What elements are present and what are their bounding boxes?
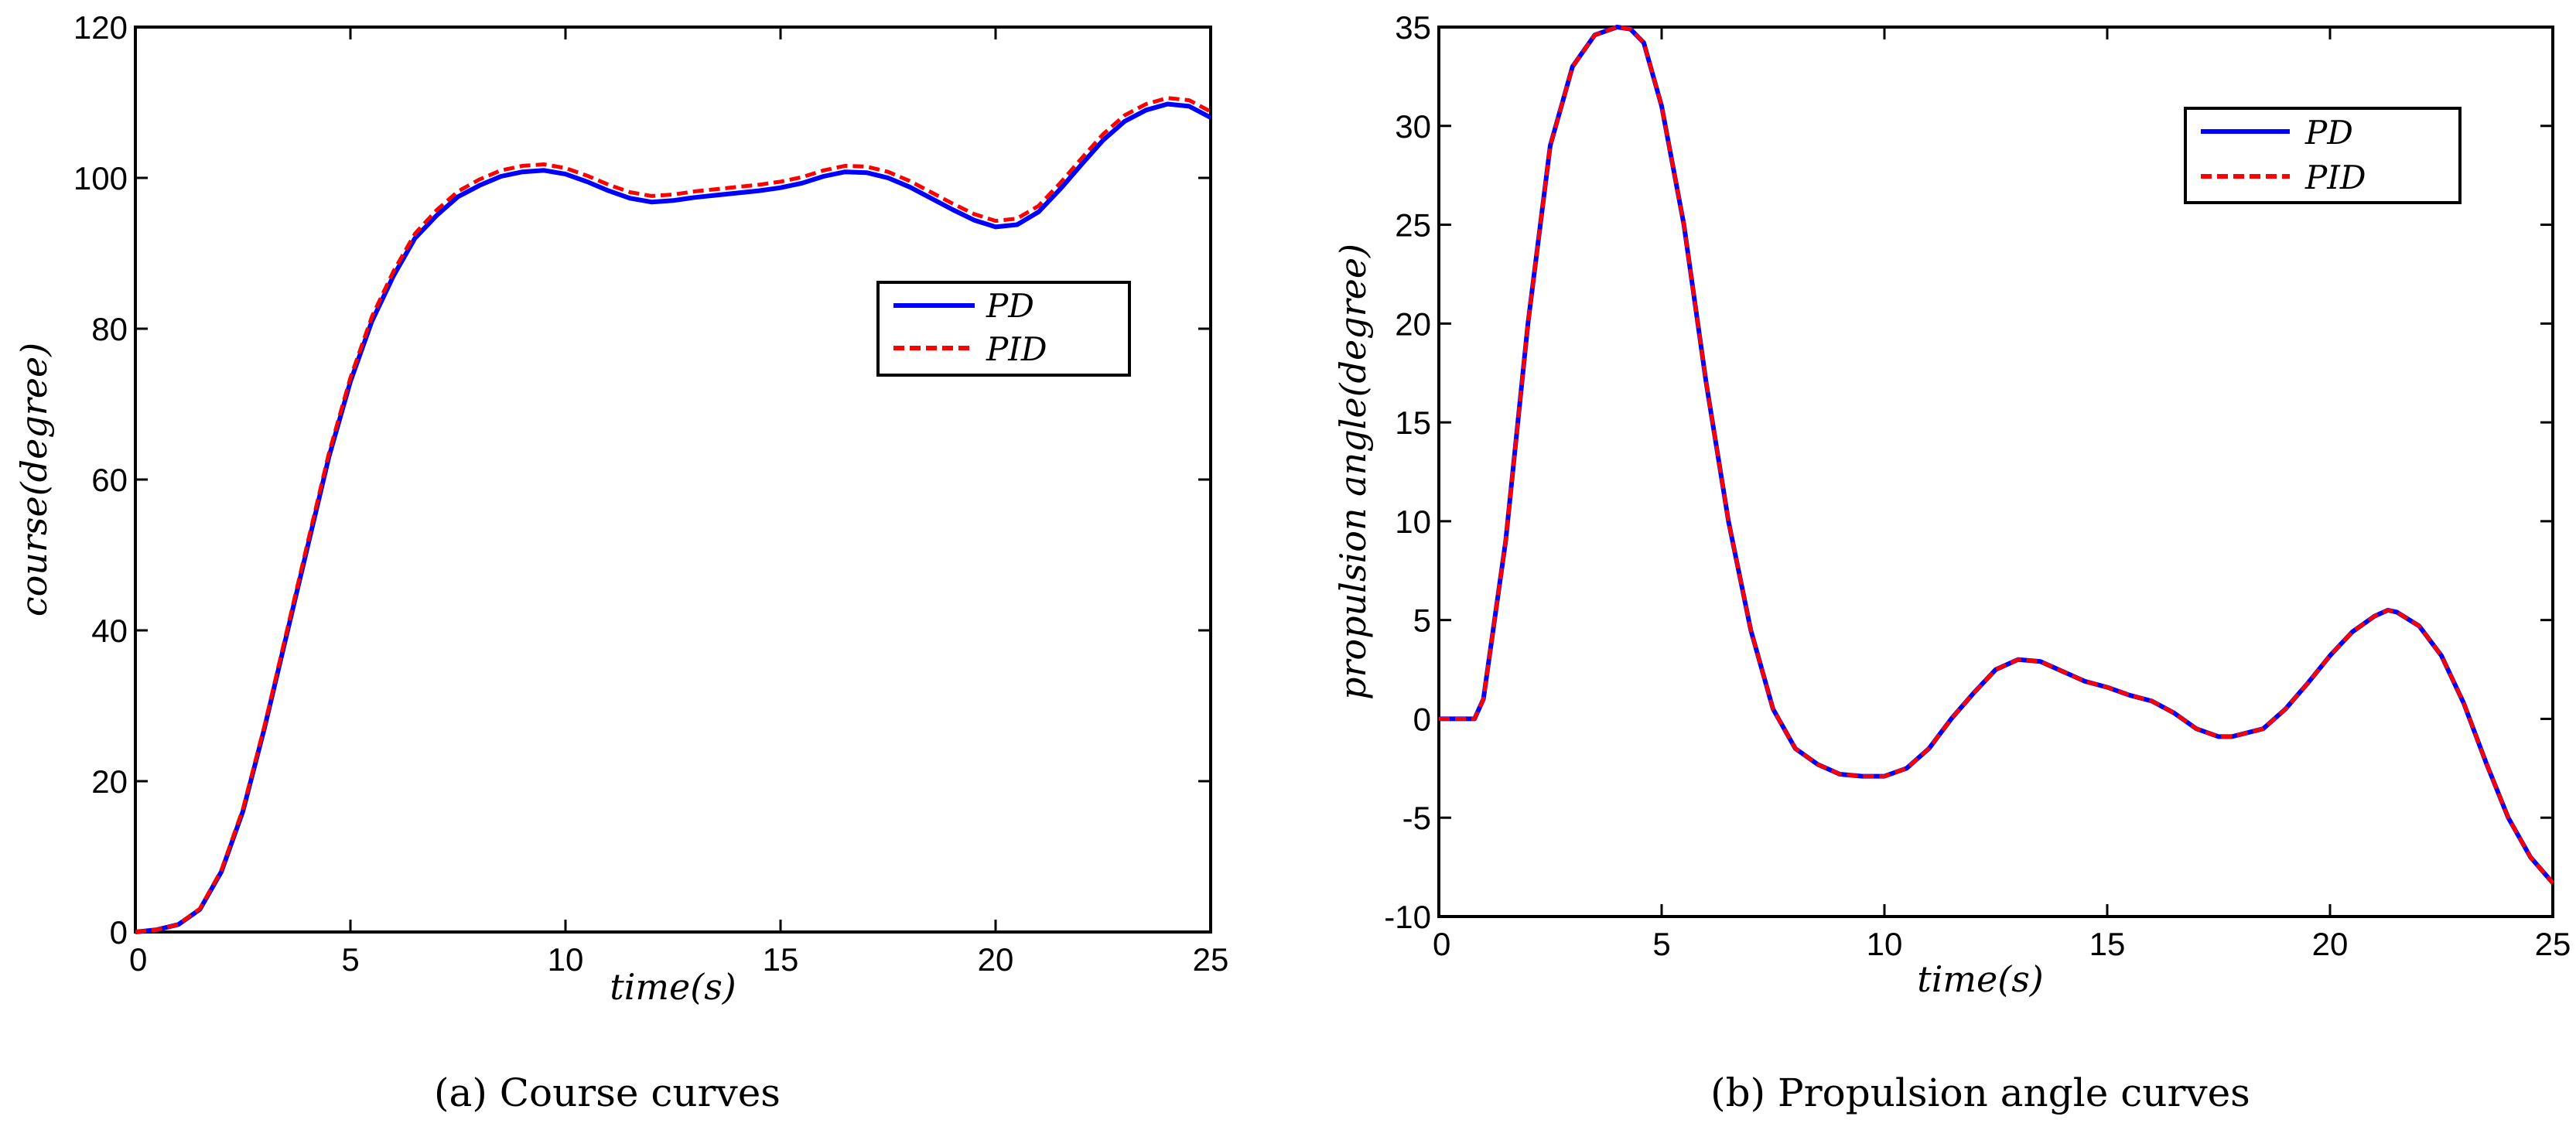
caption-propulsion: (b) Propulsion angle curves xyxy=(1710,1070,2250,1115)
x-tick-label-course: 15 xyxy=(763,941,799,978)
x-tick-label-course: 5 xyxy=(341,941,359,978)
y-tick-label-course: 120 xyxy=(73,9,128,46)
y-tick-label-propulsion: 10 xyxy=(1395,504,1431,540)
y-tick-label-propulsion: 0 xyxy=(1413,701,1431,737)
plot-frame-course xyxy=(134,26,1212,934)
y-tick-label-propulsion: 15 xyxy=(1395,405,1431,441)
y-tick-label-propulsion: -5 xyxy=(1402,800,1431,836)
y-ticks-propulsion: -10 -5 0 5 10 15 20 25 30 35 xyxy=(1384,9,2553,935)
y-tick-label-course: 40 xyxy=(91,613,128,649)
x-axis-label-course: time(s) xyxy=(610,966,736,1008)
y-tick-label-propulsion: 25 xyxy=(1395,207,1431,244)
x-tick-label-propulsion: 10 xyxy=(1867,926,1903,962)
x-tick-label-propulsion: 15 xyxy=(2089,926,2126,962)
x-tick-label-propulsion: 5 xyxy=(1652,926,1670,962)
x-tick-label-course: 20 xyxy=(978,941,1014,978)
y-tick-label-propulsion: 5 xyxy=(1413,603,1431,639)
chart-course: 0 5 10 15 20 25 0 20 40 60 80 100 120 time(s) cours… xyxy=(13,9,1228,1115)
legend-label-pid-course: PID xyxy=(986,330,1047,368)
y-tick-label-course: 0 xyxy=(110,914,128,951)
x-tick-label-course: 25 xyxy=(1193,941,1229,978)
series-propulsion xyxy=(1439,25,2555,885)
series-course xyxy=(135,96,1212,934)
x-tick-label-course: 0 xyxy=(129,941,147,978)
x-tick-label-propulsion: 20 xyxy=(2312,926,2349,962)
x-axis-label-propulsion: time(s) xyxy=(1917,958,2044,1000)
series-line-pid-propulsion xyxy=(1439,25,2554,885)
x-tick-label-propulsion: 25 xyxy=(2535,926,2571,962)
y-axis-label-propulsion: propulsion angle(degree) xyxy=(1332,244,1374,700)
y-tick-label-course: 80 xyxy=(91,311,128,347)
y-tick-label-course: 60 xyxy=(91,462,128,498)
caption-course: (a) Course curves xyxy=(434,1070,781,1115)
y-axis-label-course: course(degree) xyxy=(13,343,55,616)
x-ticks-propulsion: 0 5 10 15 20 25 xyxy=(1433,27,2571,962)
y-tick-label-propulsion: -10 xyxy=(1384,899,1431,935)
y-tick-label-propulsion: 20 xyxy=(1395,306,1431,342)
x-tick-label-propulsion: 0 xyxy=(1433,926,1450,962)
legend-box-course xyxy=(876,281,1131,377)
legend-box-propulsion xyxy=(2184,107,2462,204)
legend-course: PD PID xyxy=(876,281,1131,377)
chart-propulsion: 0 5 10 15 20 25 -10 -5 0 5 10 15 20 25 30 35 time(s) p… xyxy=(1332,9,2571,1115)
legend-label-pd-propulsion: PD xyxy=(2304,114,2353,152)
y-ticks-course: 0 20 40 60 80 100 120 xyxy=(73,9,1211,951)
legend-label-pid-propulsion: PID xyxy=(2304,159,2366,196)
x-tick-label-course: 10 xyxy=(548,941,584,978)
y-tick-label-propulsion: 30 xyxy=(1395,108,1431,145)
legend-label-pd-course: PD xyxy=(986,287,1034,325)
y-tick-label-course: 100 xyxy=(73,160,128,196)
y-tick-label-propulsion: 35 xyxy=(1395,9,1431,46)
x-ticks-course: 0 5 10 15 20 25 xyxy=(129,27,1228,978)
y-tick-label-course: 20 xyxy=(91,763,128,800)
legend-propulsion: PD PID xyxy=(2184,107,2462,204)
